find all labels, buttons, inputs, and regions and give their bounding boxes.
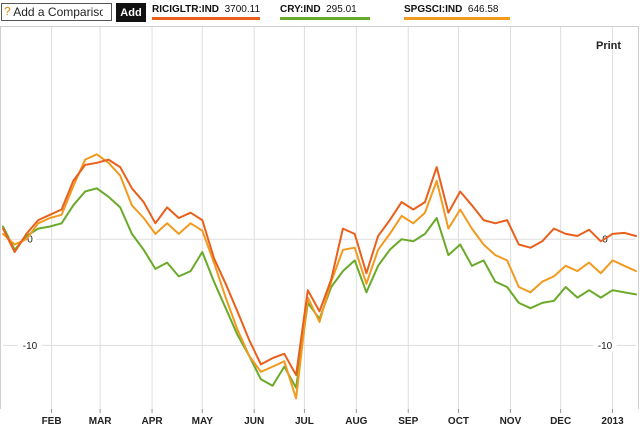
add-comparison-box[interactable]: ?: [1, 3, 112, 21]
x-tick-label: JUL: [295, 416, 314, 427]
plot-frame: [0, 26, 639, 409]
y-tick-label-right: -10: [598, 341, 613, 352]
y-tick-label-left-bg: [18, 339, 42, 352]
y-tick-label-right-bg: [593, 339, 617, 352]
x-tick-label: DEC: [550, 416, 571, 427]
legend-series-value: 3700.11: [224, 4, 260, 15]
x-tick-label: JUN: [244, 416, 264, 427]
x-tick-label: MAY: [192, 416, 214, 427]
x-tick-label: SEP: [398, 416, 418, 427]
x-tick-label: APR: [141, 416, 163, 427]
x-tick-label: OCT: [448, 416, 469, 427]
legend-series-value: 295.01: [326, 4, 357, 15]
legend-series-name: SPGSCI:IND: [404, 4, 463, 15]
print-link[interactable]: Print: [596, 40, 622, 52]
series-line-spgsci: [2, 153, 637, 400]
help-icon[interactable]: ?: [4, 5, 12, 19]
x-tick-label: MAR: [89, 416, 113, 427]
legend-color-bar: [152, 17, 260, 20]
y-tick-label-left: -10: [23, 341, 38, 352]
x-tick-label: 2013: [601, 416, 624, 427]
legend-series-name: RICIGLTR:IND: [152, 4, 220, 15]
add-comparison-input[interactable]: [11, 5, 104, 19]
y-axis: 0 0 -10 -10: [18, 233, 617, 352]
x-axis: FEB MAR APR MAY JUN JUL AUG SEP OCT NOV DEC 2013: [42, 416, 625, 427]
y-tick-label-right: 0: [602, 235, 608, 246]
series-line-cry: [2, 187, 637, 389]
x-tick-label: NOV: [500, 416, 522, 427]
legend-item-cry[interactable]: CRY:IND 295.01: [280, 4, 370, 24]
legend-color-bar: [280, 17, 370, 20]
legend-item-spgsci[interactable]: SPGSCI:IND 646.58: [404, 4, 510, 24]
grid-lines: [3, 27, 636, 413]
legend-series-value: 646.58: [467, 4, 499, 15]
series-line-ricigltr: [2, 158, 637, 376]
legend-item-ricigltr[interactable]: RICIGLTR:IND 3700.11: [152, 4, 260, 24]
legend-color-bar: [404, 17, 510, 20]
chart-toolbar: ? Add RICIGLTR:IND 3700.11 CRY:IND 295.0…: [0, 0, 640, 26]
add-button[interactable]: Add: [116, 3, 146, 22]
legend-series-name: CRY:IND: [280, 4, 321, 15]
y-tick-label-left: 0: [27, 235, 33, 246]
x-tick-label: AUG: [345, 416, 367, 427]
x-tick-label: FEB: [42, 416, 62, 427]
